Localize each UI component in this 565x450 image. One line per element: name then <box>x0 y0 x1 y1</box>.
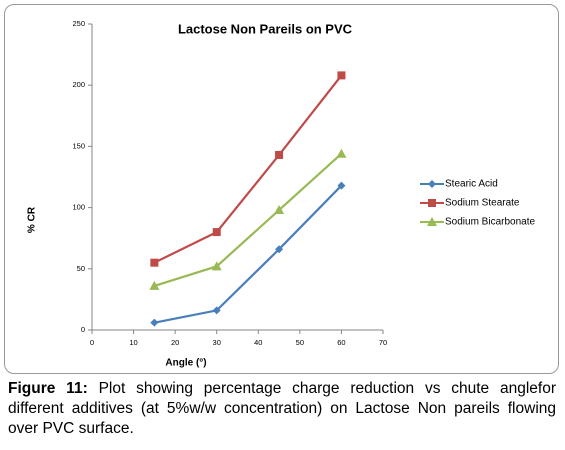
legend-marker <box>428 180 436 188</box>
y-tick-label: 250 <box>72 19 85 28</box>
series-line <box>153 74 343 264</box>
legend-label: Sodium Stearate <box>445 198 520 209</box>
legend-label: Sodium Bicarbonate <box>445 217 535 228</box>
y-tick-label: 150 <box>72 141 85 150</box>
marker <box>212 306 221 315</box>
x-tick-label: 30 <box>213 338 221 347</box>
chart-title: Lactose Non Pareils on PVC <box>178 21 353 36</box>
figure-frame <box>4 4 559 374</box>
marker <box>337 71 346 80</box>
caption-text: Plot showing percentage charge reduction… <box>8 380 557 437</box>
x-tick-label: 60 <box>337 338 345 347</box>
marker <box>150 318 159 327</box>
marker <box>149 280 160 290</box>
x-tick-label: 40 <box>254 338 262 347</box>
x-tick-label: 50 <box>296 338 304 347</box>
y-tick-label: 50 <box>77 264 85 273</box>
chart: Lactose Non Pareils on PVC % CR Angle (°… <box>27 19 536 369</box>
marker <box>150 258 159 267</box>
legend-label: Stearic Acid <box>445 179 498 190</box>
legend-marker <box>427 217 437 226</box>
marker <box>212 228 221 237</box>
marker <box>275 150 284 159</box>
x-axis-label: Angle (°) <box>165 358 206 369</box>
caption-label: Figure 11: <box>8 380 88 397</box>
x-tick-label: 20 <box>171 338 179 347</box>
y-tick-label: 0 <box>81 325 85 334</box>
marker <box>211 261 222 271</box>
x-tick-label: 70 <box>379 338 387 347</box>
series-line <box>154 184 343 324</box>
marker <box>275 245 284 254</box>
x-tick-label: 10 <box>129 338 137 347</box>
y-tick-label: 100 <box>72 203 85 212</box>
marker <box>274 205 285 215</box>
caption: Figure 11: Plot showing percentage charg… <box>8 379 556 439</box>
marker <box>336 148 347 158</box>
y-axis-label: % CR <box>27 206 38 233</box>
x-tick-label: 0 <box>90 338 94 347</box>
series-line <box>154 152 343 287</box>
marker <box>337 181 346 190</box>
legend-marker <box>428 199 436 207</box>
y-tick-label: 200 <box>72 80 85 89</box>
